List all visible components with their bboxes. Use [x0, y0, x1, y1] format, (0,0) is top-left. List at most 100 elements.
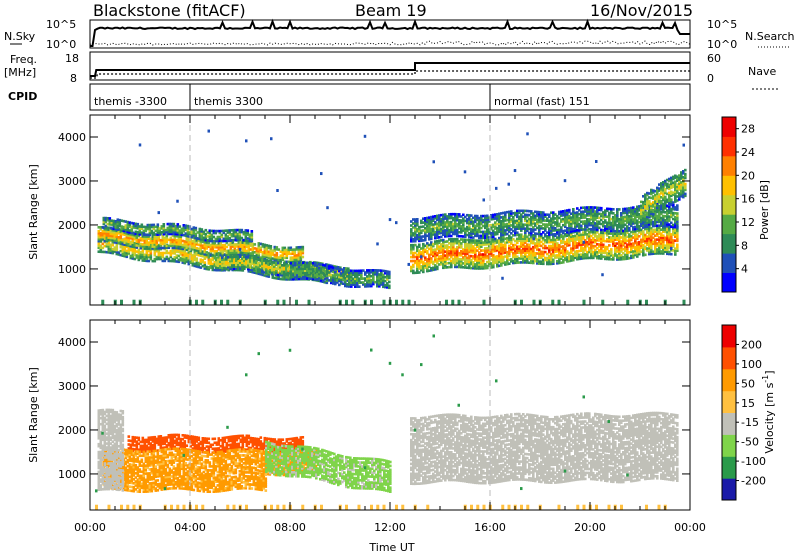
power-cell: [234, 232, 238, 236]
power-cell: [428, 238, 431, 241]
power-cell: [294, 273, 297, 277]
power-cell: [326, 270, 329, 274]
power-cell: [410, 251, 413, 255]
power-cell: [564, 242, 567, 246]
power-cell: [131, 247, 135, 250]
power-cell: [522, 227, 525, 230]
power-cell: [442, 240, 445, 244]
power-cell: [532, 234, 535, 237]
power-cell: [241, 259, 244, 262]
power-cell: [169, 259, 173, 263]
power-cell: [508, 250, 511, 254]
power-cell: [378, 273, 381, 276]
power-cell: [510, 228, 513, 231]
power-cell: [462, 217, 465, 220]
power-cell: [526, 235, 529, 239]
power-cell: [650, 236, 653, 240]
power-cell: [552, 258, 555, 262]
power-cell: [602, 239, 605, 243]
power-cell: [285, 268, 288, 271]
power-cell: [522, 235, 525, 238]
power-cell: [456, 245, 459, 249]
power-cell: [532, 251, 535, 255]
power-cell: [244, 233, 248, 236]
power-cell: [538, 262, 541, 265]
power-cell: [644, 253, 647, 257]
power-cell: [450, 253, 453, 257]
power-cell: [516, 219, 519, 223]
power-cell: [207, 243, 211, 247]
power-cell: [646, 231, 649, 234]
power-cell: [460, 235, 463, 238]
power-cell: [514, 229, 517, 233]
power-cell: [642, 238, 645, 241]
power-cell: [574, 211, 577, 215]
power-cell: [606, 251, 609, 255]
power-cell: [636, 255, 639, 258]
power-cell: [670, 241, 673, 244]
power-cell: [203, 265, 207, 268]
power-cell: [169, 244, 173, 248]
power-cell: [129, 256, 133, 260]
power-cell: [570, 220, 573, 223]
power-cell: [570, 247, 573, 250]
power-cell: [232, 230, 236, 234]
power-cell: [560, 226, 563, 229]
power-cell: [476, 214, 479, 218]
power-cell: [352, 279, 355, 283]
power-cell: [508, 210, 511, 214]
power-cell: [348, 279, 351, 282]
power-cell: [572, 246, 575, 250]
power-cell: [492, 261, 495, 265]
power-cell: [346, 285, 349, 288]
power-cell: [492, 244, 495, 247]
power-cell: [169, 251, 173, 255]
power-cell: [200, 238, 204, 241]
power-cell: [650, 226, 653, 230]
power-cell: [426, 222, 429, 226]
power-cell: [211, 266, 215, 270]
power-cell: [556, 248, 559, 251]
power-cell: [648, 250, 651, 254]
power-cell: [189, 245, 193, 249]
power-cell: [134, 222, 138, 226]
power-cell: [174, 226, 178, 230]
power-cell: [484, 241, 487, 244]
power-cell: [664, 238, 667, 242]
power-cell: [239, 241, 243, 244]
power-cell: [502, 239, 505, 243]
power-cell: [466, 244, 469, 248]
power-cell: [103, 234, 107, 237]
freq-tick-high: 18: [65, 52, 79, 65]
power-cell: [516, 215, 519, 219]
power-cell: [107, 236, 111, 239]
power-cell: [189, 251, 193, 255]
power-cell: [578, 216, 581, 220]
power-cell: [542, 250, 545, 254]
power-cell: [534, 246, 537, 249]
power-cell: [536, 246, 539, 249]
power-cell: [494, 255, 497, 259]
power-cell: [386, 278, 389, 281]
power-cell: [209, 262, 213, 265]
power-cell: [434, 260, 437, 263]
power-cell: [426, 230, 429, 234]
power-cell: [486, 220, 489, 224]
power-cell: [191, 262, 195, 265]
power-cell: [157, 253, 161, 257]
power-cell: [474, 249, 477, 252]
power-cell: [522, 241, 525, 244]
power-cell: [460, 242, 463, 245]
power-cell: [362, 277, 365, 280]
power-cell: [131, 245, 135, 248]
power-cell: [504, 233, 507, 236]
power-cell: [179, 237, 183, 240]
power-cell: [448, 265, 451, 269]
power-cell: [436, 234, 439, 237]
power-cell: [239, 261, 242, 264]
power-cell: [454, 261, 457, 265]
power-cell: [530, 253, 533, 257]
power-cell: [157, 251, 161, 255]
power-cell: [150, 225, 154, 229]
power-cell: [508, 262, 511, 265]
